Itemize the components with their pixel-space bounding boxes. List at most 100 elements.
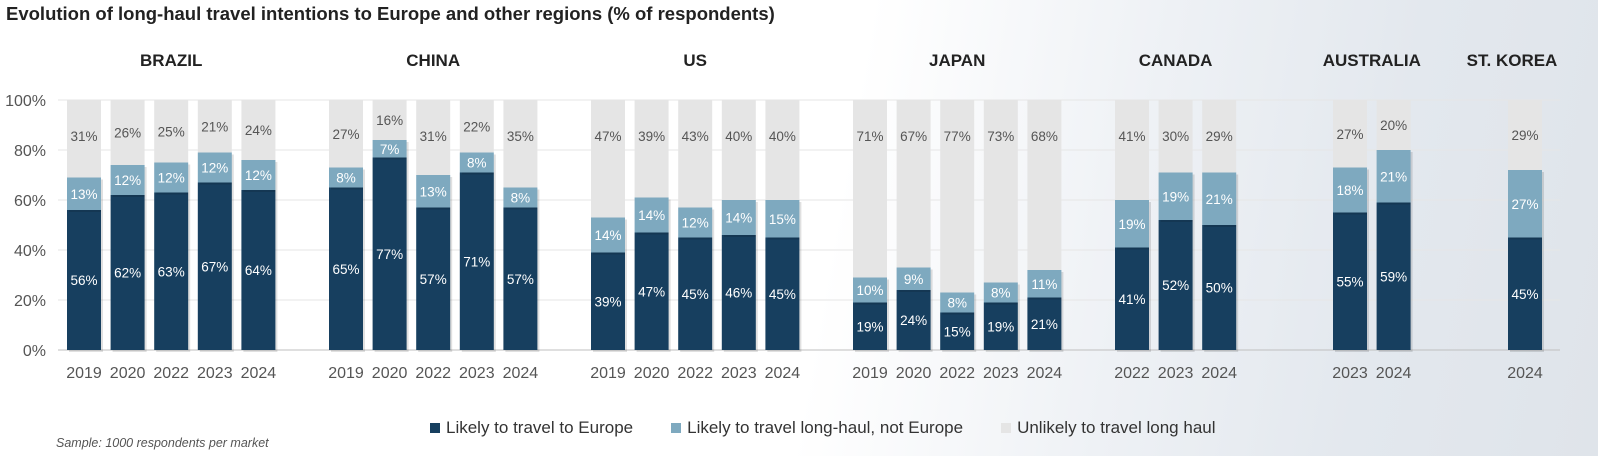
data-label: 18% [1336,183,1363,198]
bar-segment-longhaul [197,152,232,183]
bar-segment-unlikely [197,100,232,153]
data-label: 31% [420,129,447,144]
data-label: 26% [114,126,141,141]
data-label: 56% [70,273,97,288]
data-label: 12% [245,168,272,183]
labels: BRAZIL 56% 13% 31% 2019 62% 12% 26% 2020 63% 12% 25… [66,51,1557,382]
data-label: 15% [944,324,971,339]
bar-segment-unlikely [154,100,189,163]
data-label: 8% [947,296,967,311]
data-label: 71% [463,254,490,269]
bar-segment-longhaul [678,207,713,238]
legend: Likely to travel to Europe Likely to trav… [430,418,1254,438]
country-label: BRAZIL [140,51,202,70]
data-label: 41% [1118,129,1145,144]
data-label: 71% [856,129,883,144]
year-label: 2019 [328,365,364,382]
year-label: 2023 [459,365,495,382]
bar-segment-unlikely [503,100,538,188]
year-label: 2020 [896,365,932,382]
bar-segment-europe [1333,212,1367,350]
year-label: 2023 [983,365,1019,382]
bar-segment-unlikely [110,100,145,165]
y-axis: 0% 20% 40% 60% 80% 100% [5,93,46,360]
bar-segment-longhaul [329,167,363,188]
legend-item: Unlikely to travel long haul [1001,418,1216,438]
data-label: 35% [507,129,534,144]
bar-segment-europe [416,207,451,350]
bar-segment-longhaul [1333,167,1367,213]
data-label: 8% [467,156,487,171]
bar-segment-europe [154,192,189,350]
bar-segment-europe [1376,202,1411,350]
year-label: 2019 [590,365,626,382]
bar-segment-longhaul [459,152,494,173]
bar-segment-unlikely [853,100,887,278]
year-label: 2023 [1158,365,1194,382]
data-label: 9% [904,272,924,287]
data-label: 63% [158,264,185,279]
bar-segment-longhaul [1508,170,1542,238]
chart-title: Evolution of long-haul travel intentions… [6,3,775,24]
country-label: CANADA [1139,51,1213,70]
bar-segment-europe [896,290,931,350]
bar-segment-unlikely [241,100,276,160]
data-label: 15% [769,212,796,227]
data-label: 27% [1511,197,1538,212]
country-label: AUSTRALIA [1323,51,1421,70]
bar-segment-europe [634,232,669,350]
bar-segment-unlikely [634,100,669,198]
bar-segment-europe [1158,220,1193,350]
data-label: 27% [332,127,359,142]
data-label: 13% [420,184,447,199]
bar-segment-europe [110,195,145,350]
data-label: 19% [1118,217,1145,232]
bar-segment-europe [765,237,800,350]
bar-segment-longhaul [634,197,669,233]
data-label: 14% [638,208,665,223]
year-label: 2022 [939,365,975,382]
legend-item: Likely to travel long-haul, not Europe [671,418,963,438]
bar-segment-longhaul [503,187,538,208]
year-label: 2024 [241,365,277,382]
data-label: 30% [1162,129,1189,144]
data-label: 29% [1206,129,1233,144]
country-label: US [683,51,707,70]
bar-segment-europe [1027,297,1062,350]
legend-label: Unlikely to travel long haul [1017,418,1216,437]
data-label: 57% [420,272,447,287]
bar-segment-longhaul [110,165,145,195]
data-label: 25% [158,124,185,139]
data-label: 21% [1031,317,1058,332]
bar-segment-europe [503,207,538,350]
year-label: 2024 [503,365,539,382]
data-label: 68% [1031,129,1058,144]
bar-segment-longhaul [721,200,756,235]
y-tick-label: 20% [14,293,46,310]
data-label: 40% [769,129,796,144]
bar-segment-europe [372,157,407,350]
data-label: 16% [376,113,403,128]
bar-segment-unlikely [1376,100,1411,150]
data-label: 55% [1336,274,1363,289]
data-label: 12% [158,171,185,186]
year-label: 2024 [1507,365,1543,382]
bar-segment-europe [853,302,887,350]
bar-segment-longhaul [372,140,407,158]
data-label: 77% [944,129,971,144]
bar-segment-unlikely [678,100,713,208]
bar-segment-longhaul [1376,150,1411,203]
legend-swatch [1001,423,1012,433]
year-label: 2019 [66,365,102,382]
data-label: 67% [900,129,927,144]
bar-segment-europe [940,312,975,350]
country-label: JAPAN [929,51,985,70]
bars [67,100,1544,352]
bar-segment-europe [591,252,625,350]
bar-segment-europe [1115,247,1149,350]
data-label: 14% [725,211,752,226]
bar-segment-unlikely [1202,100,1237,173]
data-label: 45% [1511,287,1538,302]
bar-segment-unlikely [940,100,975,293]
data-label: 21% [201,119,228,134]
